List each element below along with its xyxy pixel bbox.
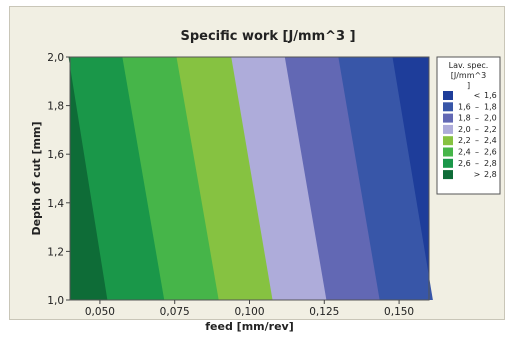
legend-high: 2,0: [484, 114, 497, 123]
y-tick-label: 1,8: [47, 101, 64, 113]
legend-dash: –: [475, 136, 479, 145]
chart-title: Specific work [J/mm^3 ]: [180, 29, 355, 44]
legend-high: 2,2: [484, 125, 497, 134]
y-tick-label: 1,6: [47, 149, 64, 161]
legend-high: 2,6: [484, 148, 497, 157]
legend-low: 2,6: [458, 159, 471, 168]
legend-dash: –: [475, 159, 479, 168]
y-tick-label: 1,0: [47, 295, 64, 307]
x-tick-label: 0,125: [309, 306, 339, 318]
legend-dash: –: [475, 148, 479, 157]
x-tick-label: 0,075: [160, 306, 190, 318]
legend-operator: <: [474, 91, 481, 100]
legend-low: 1,8: [458, 114, 471, 123]
legend-swatch: [443, 136, 453, 146]
legend-title: Lav. spec.: [449, 61, 489, 70]
legend-dash: –: [475, 125, 479, 134]
legend-high: 2,8: [484, 159, 497, 168]
legend-low: 2,2: [458, 136, 471, 145]
legend-swatch: [443, 91, 453, 100]
legend-swatch: [443, 113, 453, 123]
legend-low: 2,4: [458, 148, 471, 157]
contour-band: [68, 57, 108, 300]
legend-dash: –: [475, 102, 479, 111]
legend-high: 1,8: [484, 102, 497, 111]
legend-swatch: [443, 124, 453, 134]
legend-dash: –: [475, 114, 479, 123]
legend-title: [J/mm^3: [451, 71, 487, 80]
x-axis-label: feed [mm/rev]: [205, 320, 293, 333]
x-tick-label: 0,050: [85, 306, 115, 318]
x-tick-label: 0,100: [234, 306, 264, 318]
y-tick-label: 2,0: [47, 52, 64, 64]
legend-swatch: [443, 158, 453, 168]
legend-low: 2,0: [458, 125, 471, 134]
legend-swatch: [443, 170, 453, 180]
legend-low: 1,6: [458, 102, 471, 111]
legend-swatch: [443, 147, 453, 157]
y-tick-label: 1,2: [47, 246, 64, 258]
legend-title: ]: [467, 81, 470, 90]
y-tick-label: 1,4: [47, 198, 64, 210]
legend-operator: >: [474, 170, 481, 179]
y-axis-label: Depth of cut [mm]: [30, 122, 43, 236]
x-tick-label: 0,150: [384, 306, 414, 318]
legend-high: 1,6: [484, 91, 497, 100]
legend-high: 2,4: [484, 136, 497, 145]
legend-swatch: [443, 102, 453, 112]
legend-high: 2,8: [484, 170, 497, 179]
